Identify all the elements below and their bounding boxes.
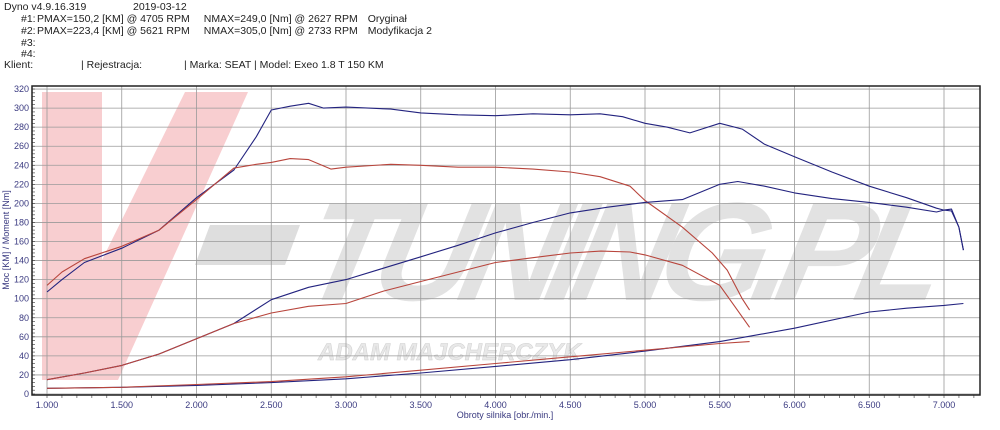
x-tick-label: 3.000: [335, 400, 358, 410]
x-tick-label: 1.000: [36, 400, 59, 410]
y-tick-label: 0: [24, 389, 29, 399]
watermark-brand: TUNING.PL: [290, 174, 963, 330]
series-torque-run2: [46, 102, 964, 293]
x-tick-label: 6.000: [783, 400, 806, 410]
run-4-id: #4:: [21, 48, 36, 60]
y-tick-label: 140: [14, 256, 29, 266]
y-tick-label: 320: [14, 84, 29, 94]
x-tick-label: 2.500: [260, 400, 283, 410]
run-2-label: Modyfikacja 2: [367, 25, 432, 37]
y-tick-label: 20: [19, 370, 29, 380]
y-tick-label: 240: [14, 160, 29, 170]
x-tick-label: 1.500: [110, 400, 133, 410]
header-row-app: Dyno v4.9.16.319 2019-03-12: [4, 1, 187, 14]
run-1-pmax: PMAX=150,2 [KM] @ 4705 RPM: [37, 13, 190, 25]
x-tick-label: 4.500: [559, 400, 582, 410]
y-tick-label: 160: [14, 237, 29, 247]
header-row-run-3: #3:: [21, 37, 36, 50]
series-loss-run1: [46, 341, 750, 389]
test-date: 2019-03-12: [133, 1, 187, 13]
x-axis-label: Obroty silnika [obr./min.]: [457, 410, 554, 420]
vehicle-info: | Marka: SEAT | Model: Exeo 1.8 T 150 KM: [184, 59, 384, 71]
header-row-run-2: #2: PMAX=223,4 [KM] @ 5621 RPM NMAX=305,…: [21, 25, 432, 38]
x-tick-label: 7.000: [933, 400, 956, 410]
axes: [31, 85, 981, 396]
run-1-id: #1:: [21, 13, 36, 25]
x-tick-label: 4.000: [484, 400, 507, 410]
run-1-nmax: NMAX=249,0 [Nm] @ 2627 RPM: [203, 13, 358, 25]
y-tick-label: 280: [14, 122, 29, 132]
x-tick-label: 5.500: [708, 400, 731, 410]
y-tick-label: 220: [14, 179, 29, 189]
run-1-label: Oryginał: [367, 13, 407, 25]
header-row-run-1: #1: PMAX=150,2 [KM] @ 4705 RPM NMAX=249,…: [21, 13, 407, 26]
x-tick-label: 3.500: [409, 400, 432, 410]
y-tick-label: 120: [14, 275, 29, 285]
y-tick-label: 80: [19, 313, 29, 323]
registration-label: | Rejestracja:: [81, 59, 143, 71]
y-tick-label: 40: [19, 351, 29, 361]
watermark-dash: [195, 225, 300, 265]
y-tick-label: 260: [14, 141, 29, 151]
y-tick-label: 60: [19, 332, 29, 342]
run-2-pmax: PMAX=223,4 [KM] @ 5621 RPM: [37, 25, 190, 37]
header-row-client: Klient: | Rejestracja: | Marka: SEAT | M…: [4, 59, 384, 72]
app-version: Dyno v4.9.16.319: [4, 1, 87, 13]
y-tick-label: 100: [14, 294, 29, 304]
plot-frame: [31, 85, 981, 396]
run-2-nmax: NMAX=305,0 [Nm] @ 2733 RPM: [203, 25, 358, 37]
y-tick-label: 180: [14, 217, 29, 227]
run-3-id: #3:: [21, 37, 36, 49]
run-2-id: #2:: [21, 25, 36, 37]
x-tick-label: 6.500: [858, 400, 881, 410]
watermark-owner: ADAM MAJCHERCZYK: [317, 339, 582, 366]
series-power-run1: [46, 250, 751, 381]
series-torque-run1: [46, 158, 751, 311]
series-loss-run2: [46, 302, 964, 389]
grid: 0 20 40 60 80 100 120 140 160 180 200 220 240 260 280 3…: [14, 84, 980, 410]
y-axis-label: Moc [KM] / Moment [Nm]: [1, 190, 11, 290]
header-row-run-4: #4:: [21, 48, 36, 61]
x-tick-label: 2.000: [185, 400, 208, 410]
y-tick-label: 300: [14, 103, 29, 113]
client-label: Klient:: [4, 59, 34, 71]
y-tick-label: 200: [14, 198, 29, 208]
x-tick-label: 5.000: [634, 400, 657, 410]
curves: [46, 102, 964, 389]
